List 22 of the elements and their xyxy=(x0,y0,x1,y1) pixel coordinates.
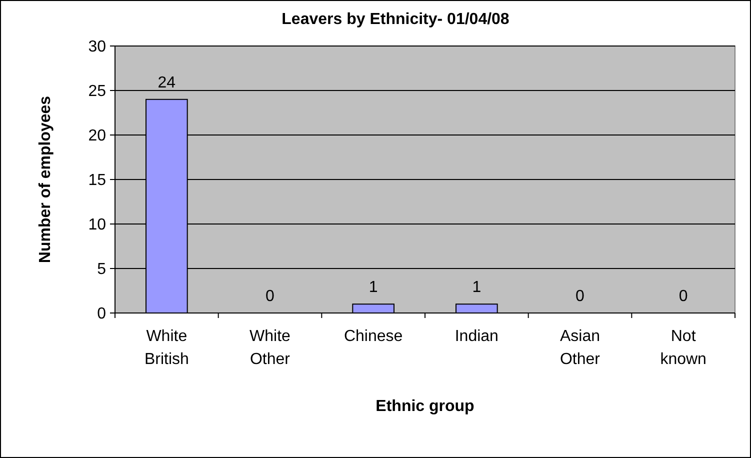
x-axis-title: Ethnic group xyxy=(376,398,475,415)
data-label: 0 xyxy=(266,288,275,305)
y-tick-label: 15 xyxy=(88,172,106,190)
y-tick-label: 20 xyxy=(88,128,106,145)
data-label: 24 xyxy=(158,74,176,92)
y-axis-title: Number of employees xyxy=(37,96,54,264)
x-tick-label: White Other xyxy=(250,328,291,368)
y-tick-label: 10 xyxy=(88,216,106,234)
y-tick-label: 25 xyxy=(88,83,106,100)
y-tick-label: 5 xyxy=(97,261,106,278)
x-tick-label: Not known xyxy=(660,328,706,368)
x-tick-label: White British xyxy=(144,328,189,368)
y-tick-label: 0 xyxy=(97,306,106,323)
data-label: 1 xyxy=(368,279,378,296)
x-tick-label: Indian xyxy=(454,328,498,345)
data-label: 1 xyxy=(472,279,482,296)
x-tick-label: Asian Other xyxy=(560,328,601,368)
y-tick-label: 30 xyxy=(88,38,106,56)
x-tick-label: Chinese xyxy=(344,328,403,345)
data-label: 0 xyxy=(576,288,585,305)
data-label: 0 xyxy=(678,288,688,305)
chart-title: Leavers by Ethnicity- 01/04/08 xyxy=(282,11,510,28)
